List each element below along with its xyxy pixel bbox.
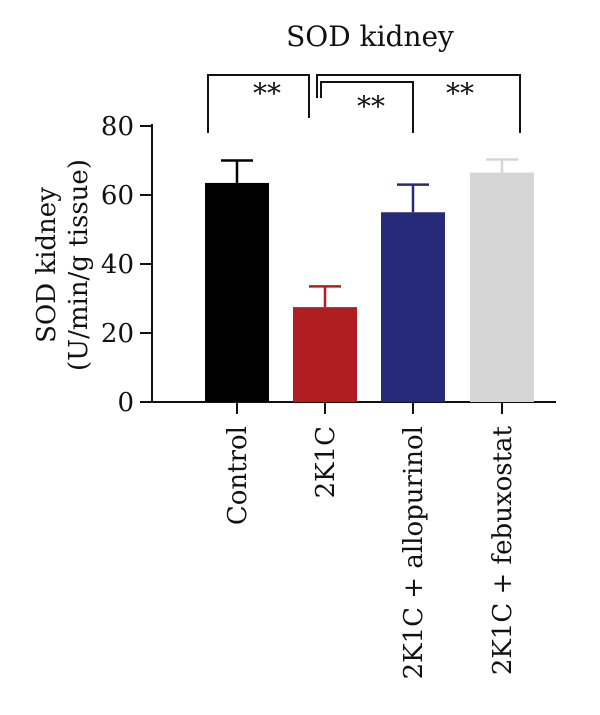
y-axis-label-line1: SOD kidney — [32, 187, 62, 343]
bar-1 — [293, 307, 357, 402]
sig-label-0: ** — [253, 77, 281, 110]
bars — [205, 172, 534, 402]
sig-bracket-1 — [320, 81, 414, 133]
y-axis-label: SOD kidney (U/min/g tissue) — [32, 159, 94, 371]
y-tick-label: 0 — [117, 388, 134, 418]
y-tick-label: 60 — [101, 181, 134, 211]
x-tick-label-0: Control — [223, 426, 253, 525]
sig-label-1: ** — [357, 90, 385, 123]
bar-3 — [470, 172, 534, 402]
x-tick-label-1: 2K1C — [311, 426, 341, 498]
sig-bracket-0 — [207, 74, 310, 133]
bar-2 — [381, 212, 445, 402]
significance-brackets: ** ** ** — [207, 74, 521, 133]
bar-0 — [205, 182, 269, 402]
error-bars — [221, 158, 518, 308]
sig-bracket-2 — [316, 74, 521, 133]
sig-label-2: ** — [446, 77, 474, 110]
x-tick-label-3: 2K1C + febuxostat — [488, 425, 518, 675]
x-tick-label-2: 2K1C + allopurinol — [399, 426, 429, 679]
x-tick-labels: Control 2K1C 2K1C + allopurinol 2K1C + febu… — [223, 425, 518, 679]
y-axis-label-line2: (U/min/g tissue) — [64, 159, 94, 371]
y-tick-label: 40 — [101, 250, 134, 280]
y-tick-label: 20 — [101, 319, 134, 349]
y-tick-label: 80 — [101, 112, 134, 142]
chart-title: SOD kidney — [286, 20, 454, 53]
